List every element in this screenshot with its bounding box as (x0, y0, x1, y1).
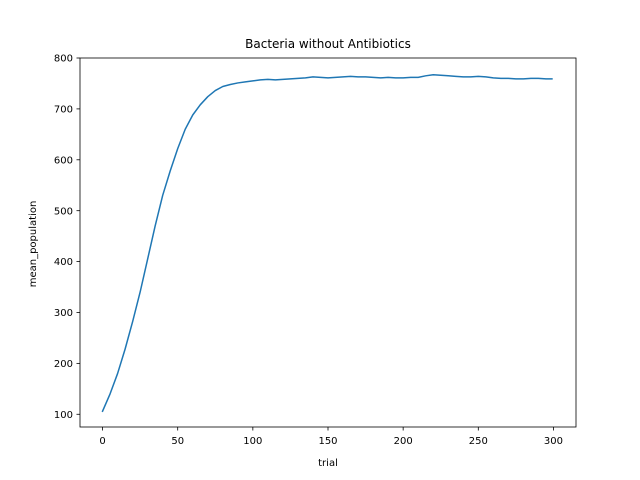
y-tick-label: 300 (54, 308, 73, 319)
y-tick-label: 800 (54, 54, 73, 65)
x-tick-label: 300 (544, 436, 563, 447)
y-axis-label: mean_population (28, 201, 39, 288)
x-tick-label: 250 (469, 436, 488, 447)
x-tick-label: 0 (99, 436, 105, 447)
x-tick-label: 50 (171, 436, 184, 447)
y-tick-label: 100 (54, 410, 73, 421)
y-tick-label: 600 (54, 155, 73, 166)
x-tick-label: 150 (318, 436, 337, 447)
y-tick-label: 500 (54, 206, 73, 217)
x-axis-label: trial (318, 458, 338, 469)
chart-title: Bacteria without Antibiotics (245, 37, 411, 51)
x-tick-label: 100 (243, 436, 262, 447)
y-tick-label: 700 (54, 104, 73, 115)
x-tick-label: 200 (394, 436, 413, 447)
y-tick-label: 200 (54, 359, 73, 370)
series-line-0 (101, 74, 553, 413)
axis-ticks: 0 50 100 150 200 250 300 100 200 300 400 500 600 700 8… (54, 54, 563, 447)
y-tick-label: 400 (54, 257, 73, 268)
